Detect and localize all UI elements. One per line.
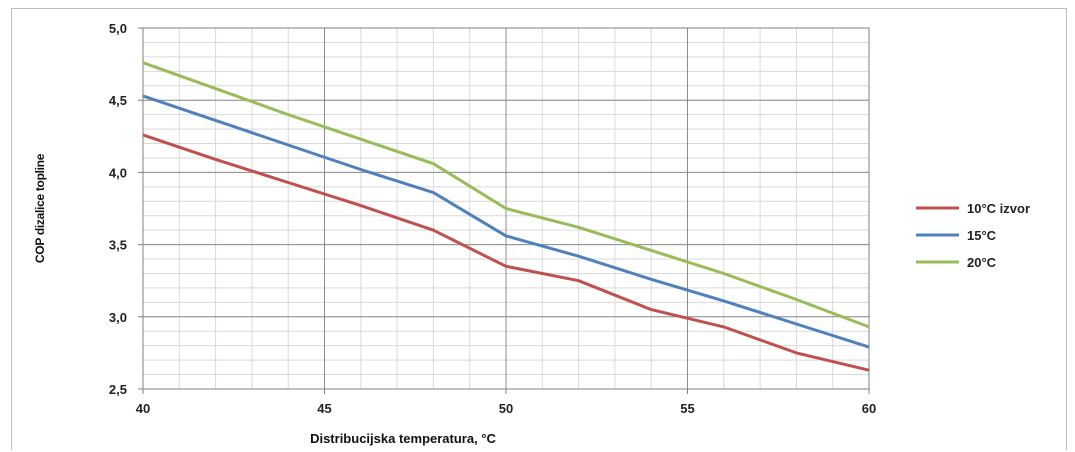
x-axis-title: Distribucijska temperatura, °C xyxy=(310,431,496,446)
series-line-2 xyxy=(142,94,870,349)
legend-label: 15°C xyxy=(967,228,997,243)
legend: 10°C izvor 15°C 20°C xyxy=(916,201,1030,270)
legend-label: 20°C xyxy=(967,255,997,270)
x-tick-label: 60 xyxy=(862,401,876,416)
y-tick-label: 4,5 xyxy=(109,93,127,108)
y-tick-label: 3,5 xyxy=(109,238,127,253)
y-axis-ticks: 2,5 3,0 3,5 4,0 4,5 5,0 xyxy=(109,21,143,397)
legend-label: 10°C izvor xyxy=(967,201,1030,216)
x-axis-ticks: 40 45 50 55 60 xyxy=(136,389,876,416)
x-tick-label: 55 xyxy=(680,401,694,416)
x-tick-label: 50 xyxy=(499,401,513,416)
y-tick-label: 4,0 xyxy=(109,165,127,180)
y-tick-label: 2,5 xyxy=(109,382,127,397)
series-line-1 xyxy=(142,133,870,372)
y-axis-title: COP dizalice topline xyxy=(33,153,47,263)
series-lines xyxy=(142,61,870,372)
x-tick-label: 40 xyxy=(136,401,150,416)
series-line-3 xyxy=(142,61,870,329)
y-tick-label: 5,0 xyxy=(109,21,127,36)
x-tick-label: 45 xyxy=(317,401,331,416)
y-tick-label: 3,0 xyxy=(109,310,127,325)
chart-frame xyxy=(11,8,1067,450)
